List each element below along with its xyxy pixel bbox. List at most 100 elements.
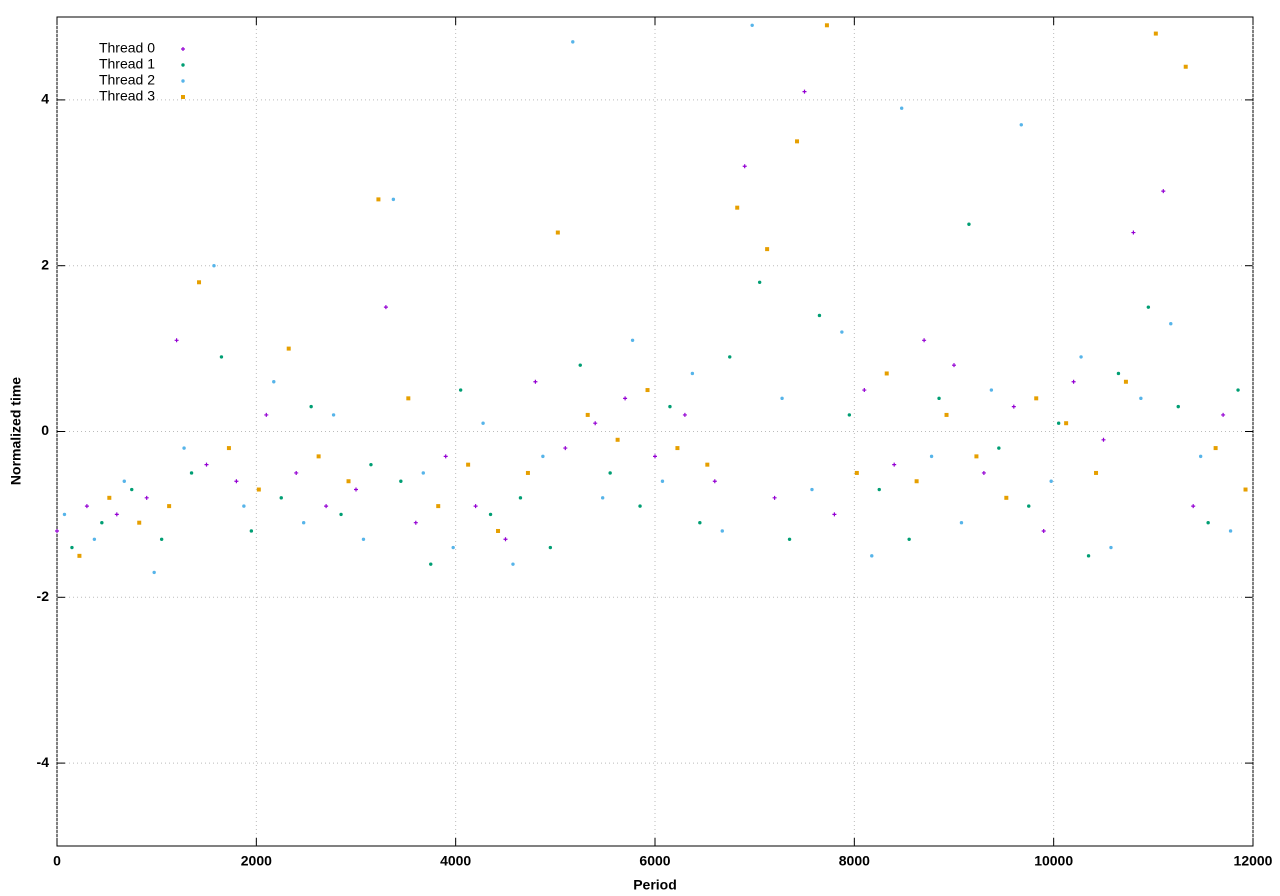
point xyxy=(675,446,680,451)
point xyxy=(623,396,628,401)
point xyxy=(1019,123,1023,127)
point xyxy=(1101,437,1106,442)
point xyxy=(1027,504,1031,508)
point xyxy=(144,495,149,500)
point xyxy=(1169,322,1173,326)
point xyxy=(503,537,508,542)
point xyxy=(1004,495,1009,500)
point xyxy=(615,437,620,442)
point xyxy=(1161,189,1166,194)
point xyxy=(682,412,687,417)
point xyxy=(757,280,762,284)
point xyxy=(100,520,104,525)
point xyxy=(989,388,994,392)
point xyxy=(548,545,553,550)
point xyxy=(997,446,1001,450)
point xyxy=(937,396,941,401)
point xyxy=(653,454,657,459)
point xyxy=(1228,529,1233,533)
legend-label: Thread 0 xyxy=(99,40,155,56)
point xyxy=(712,479,717,484)
point xyxy=(705,462,710,467)
x-tick-label: 0 xyxy=(53,853,61,869)
point xyxy=(787,537,792,541)
point xyxy=(518,496,523,500)
point xyxy=(339,512,343,517)
point xyxy=(361,537,366,541)
point xyxy=(600,496,605,500)
point xyxy=(981,470,986,475)
point xyxy=(1243,487,1248,492)
point xyxy=(593,421,598,426)
y-axis-label: Normalized time xyxy=(8,377,24,485)
point xyxy=(735,205,740,210)
point xyxy=(585,412,590,417)
y-tick-label: 4 xyxy=(41,91,49,107)
point xyxy=(1064,421,1069,426)
point xyxy=(1206,520,1210,525)
point xyxy=(802,89,807,94)
point xyxy=(578,363,582,367)
point xyxy=(1094,470,1099,475)
point xyxy=(967,222,971,226)
point xyxy=(182,446,186,450)
point xyxy=(226,446,231,451)
legend-label: Thread 1 xyxy=(99,56,155,72)
point xyxy=(1236,388,1240,392)
x-tick-label: 6000 xyxy=(639,853,670,869)
point xyxy=(1191,504,1196,509)
x-tick-label: 4000 xyxy=(440,853,471,869)
point xyxy=(974,454,979,459)
point xyxy=(1056,421,1061,425)
point xyxy=(458,388,463,392)
point xyxy=(174,338,179,343)
point xyxy=(197,280,202,285)
point xyxy=(264,412,269,417)
point xyxy=(728,355,732,359)
x-tick-label: 2000 xyxy=(241,853,272,869)
point xyxy=(870,554,874,558)
point xyxy=(742,164,747,169)
point xyxy=(376,197,381,202)
point xyxy=(107,495,112,500)
point xyxy=(443,454,448,459)
point xyxy=(555,230,560,235)
point xyxy=(1109,545,1113,550)
point xyxy=(1213,446,1218,451)
legend-label: Thread 3 xyxy=(99,88,155,104)
point xyxy=(234,479,239,484)
point xyxy=(922,338,927,343)
x-tick-label: 10000 xyxy=(1034,853,1073,869)
point xyxy=(451,545,455,550)
point xyxy=(488,512,493,517)
point xyxy=(55,528,59,533)
point xyxy=(130,487,134,492)
point xyxy=(122,479,126,483)
point xyxy=(525,470,530,475)
point xyxy=(496,528,501,533)
point xyxy=(212,264,216,268)
point xyxy=(563,446,568,451)
point xyxy=(1086,554,1091,558)
point xyxy=(914,479,919,484)
point xyxy=(660,479,665,483)
point xyxy=(167,504,172,509)
point xyxy=(473,504,478,509)
point xyxy=(862,388,867,393)
point xyxy=(511,562,515,566)
y-tick-label: 2 xyxy=(41,256,49,272)
point xyxy=(944,412,949,417)
point xyxy=(1049,479,1053,483)
point xyxy=(1123,379,1128,384)
point xyxy=(159,537,164,541)
point xyxy=(279,496,283,500)
legend-label: Thread 2 xyxy=(99,72,155,88)
point xyxy=(1079,355,1083,359)
point xyxy=(720,529,724,533)
y-tick-label: -4 xyxy=(37,754,50,770)
point xyxy=(204,462,209,467)
point xyxy=(413,520,418,525)
point xyxy=(272,380,276,384)
point xyxy=(391,197,396,202)
